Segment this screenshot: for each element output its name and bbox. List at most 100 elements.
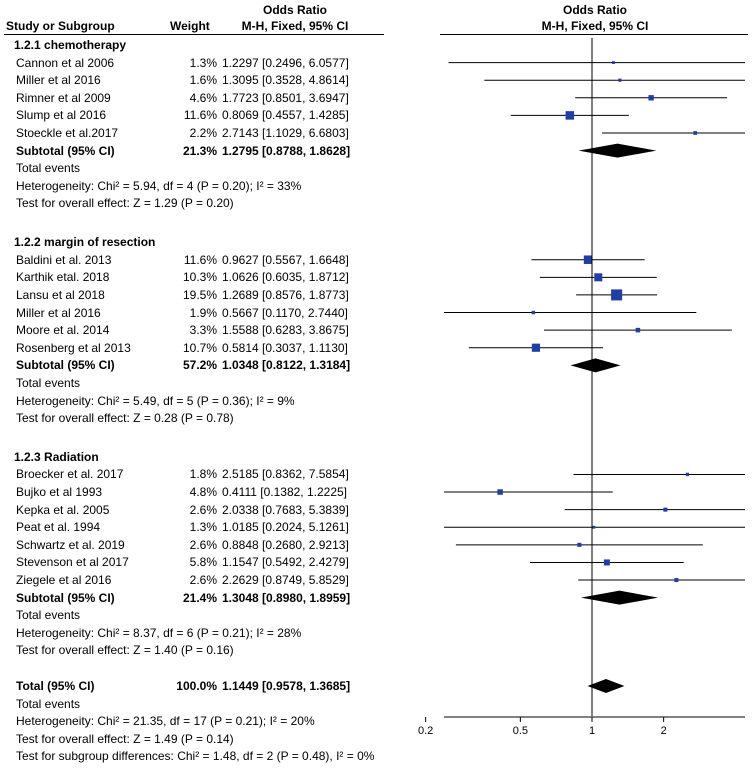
effect-square <box>611 61 615 65</box>
study-name: Bujko et al 1993 <box>16 485 103 500</box>
total-label: Total (95% CI) <box>16 679 95 693</box>
study-ci: 2.0338 [0.7683, 5.3839] <box>222 502 349 517</box>
study-name: Broecker et al. 2017 <box>16 467 124 482</box>
study-weight: 4.6% <box>189 90 217 105</box>
total-events-overall: Total events <box>16 696 81 711</box>
study-ci: 1.1547 [0.5492, 2.4279] <box>222 555 349 570</box>
study-ci: 1.5588 [0.6283, 3.8675] <box>222 323 349 338</box>
or-column-subtitle: M-H, Fixed, 95% CI <box>241 19 349 33</box>
study-weight: 11.6% <box>183 252 217 267</box>
study-weight: 3.3% <box>189 323 217 338</box>
study-name: Rimner et al 2009 <box>16 90 111 105</box>
study-weight: 1.9% <box>189 305 217 320</box>
overall-effect: Test for overall effect: Z = 1.40 (P = 0… <box>16 643 234 658</box>
total-events: Total events <box>16 608 81 623</box>
header-rule-right <box>440 34 748 35</box>
subtotal-weight: 21.3% <box>182 143 217 158</box>
study-ci: 0.8848 [0.2680, 2.9213] <box>222 537 349 552</box>
effect-square <box>531 310 536 315</box>
study-ci: 1.2689 [0.8576, 1.8773] <box>222 287 349 302</box>
study-ci: 1.3095 [0.3528, 4.8614] <box>222 73 349 88</box>
effect-square <box>618 78 622 82</box>
study-ci: 1.7723 [0.8501, 3.6947] <box>222 90 349 105</box>
subtotal-ci: 1.0348 [0.8122, 1.3184] <box>222 358 351 373</box>
subtotal-ci: 1.2795 [0.8788, 1.8628] <box>222 143 351 158</box>
study-weight: 5.8% <box>189 555 217 570</box>
study-ci: 1.2297 [0.2496, 6.0577] <box>222 55 349 70</box>
effect-square <box>685 472 690 477</box>
study-weight: 1.3% <box>189 55 217 70</box>
study-name: Stoeckle et al.2017 <box>16 126 119 140</box>
x-tick-label: 1 <box>589 725 595 737</box>
study-weight: 2.6% <box>189 573 217 588</box>
study-ci: 0.9627 [0.5567, 1.6648] <box>222 252 349 267</box>
study-name: Kepka et al. 2005 <box>16 502 110 517</box>
study-ci: 0.5667 [0.1170, 2.7440] <box>222 305 348 320</box>
effect-square <box>648 95 654 101</box>
study-ci: 0.4111 [0.1382, 1.2225] <box>222 485 347 500</box>
subtotal-weight: 57.2% <box>182 358 217 373</box>
x-tick-label: 0.5 <box>513 725 528 737</box>
summary-diamond <box>580 590 659 605</box>
total-events: Total events <box>16 161 81 176</box>
study-weight: 2.6% <box>189 537 217 552</box>
effect-square <box>577 542 582 547</box>
study-name: Baldini et al. 2013 <box>16 252 112 267</box>
study-name: Ziegele et al 2016 <box>16 573 112 588</box>
study-name: Stevenson et al 2017 <box>16 555 129 570</box>
study-weight: 2.2% <box>189 126 217 140</box>
or-column-title: Odds Ratio <box>262 3 327 17</box>
study-name: Moore et al. 2014 <box>16 323 110 338</box>
subtotal-weight: 21.4% <box>182 590 217 605</box>
effect-square <box>674 578 679 583</box>
study-name: Miller et al 2016 <box>16 305 101 320</box>
study-weight: 19.5% <box>182 287 217 302</box>
study-ci: 2.7143 [1.1029, 6.6803] <box>222 126 349 140</box>
study-column-header: Study or Subgroup <box>6 19 115 33</box>
study-name: Rosenberg et al 2013 <box>16 340 131 355</box>
study-ci: 0.8069 [0.4557, 1.4285] <box>222 108 349 123</box>
effect-square <box>663 507 668 512</box>
study-name: Cannon et al 2006 <box>16 55 115 70</box>
effect-square <box>635 327 641 333</box>
effect-square <box>603 559 610 566</box>
summary-diamond <box>587 679 625 693</box>
study-ci: 2.2629 [0.8749, 5.8529] <box>222 573 349 588</box>
study-name: Schwartz et al. 2019 <box>16 537 125 552</box>
effect-square <box>565 111 575 120</box>
effect-square <box>497 489 503 495</box>
study-weight: 11.6% <box>183 108 217 123</box>
study-weight: 2.6% <box>189 502 217 517</box>
effect-square <box>693 131 698 135</box>
total-events: Total events <box>16 375 81 390</box>
subtotal-ci: 1.3048 [0.8980, 1.8959] <box>222 590 351 605</box>
header-rule-left <box>4 34 384 35</box>
heterogeneity: Heterogeneity: Chi² = 5.49, df = 5 (P = … <box>16 393 295 408</box>
x-tick-label: 0.2 <box>418 725 433 737</box>
overall-effect: Test for overall effect: Z = 1.29 (P = 0… <box>16 196 234 211</box>
overall-effect-total: Test for overall effect: Z = 1.49 (P = 0… <box>16 731 234 746</box>
study-weight: 1.6% <box>189 73 217 88</box>
effect-square <box>531 343 541 352</box>
heterogeneity: Heterogeneity: Chi² = 8.37, df = 6 (P = … <box>16 625 302 640</box>
study-weight: 10.3% <box>182 270 217 285</box>
effect-square <box>583 255 593 264</box>
subtotal-label: Subtotal (95% CI) <box>16 590 115 605</box>
study-name: Slump et al 2016 <box>16 108 107 123</box>
study-ci: 1.0626 [0.6035, 1.8712] <box>222 270 349 285</box>
study-ci: 2.5185 [0.8362, 7.5854] <box>222 467 349 482</box>
summary-diamond <box>570 358 621 373</box>
heterogeneity: Heterogeneity: Chi² = 5.94, df = 4 (P = … <box>16 178 302 193</box>
study-name: Lansu et al 2018 <box>16 287 105 302</box>
study-name: Miller et al 2016 <box>16 73 101 88</box>
heterogeneity-overall: Heterogeneity: Chi² = 21.35, df = 17 (P … <box>16 714 315 729</box>
subtotal-label: Subtotal (95% CI) <box>16 143 115 158</box>
subgroup-title: 1.2.2 margin of resection <box>14 235 156 250</box>
study-weight: 1.3% <box>189 520 217 535</box>
weight-column-header: Weight <box>170 19 210 33</box>
subgroup-differences: Test for subgroup differences: Chi² = 1.… <box>16 749 375 764</box>
study-name: Karthik etal. 2018 <box>16 270 110 285</box>
plot-title: Odds Ratio <box>562 3 627 17</box>
subgroup-title: 1.2.1 chemotherapy <box>14 38 127 52</box>
subtotal-label: Subtotal (95% CI) <box>16 358 115 373</box>
